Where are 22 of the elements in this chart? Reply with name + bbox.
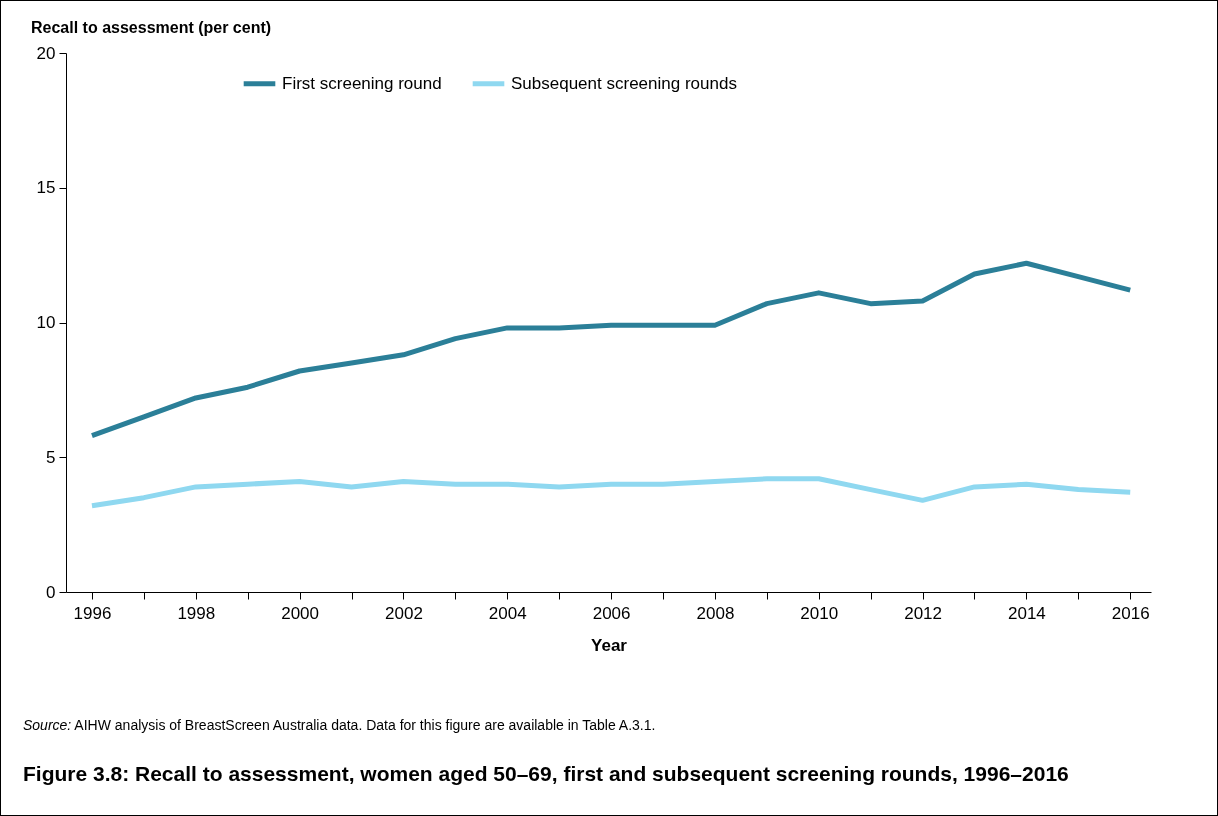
x-tick-label: 2012 <box>904 603 942 623</box>
x-tick-label: 1996 <box>73 603 112 623</box>
y-tick-label: 10 <box>36 313 56 332</box>
y-tick-label: 0 <box>46 582 56 602</box>
x-tick-label: 2016 <box>1111 603 1150 623</box>
y-tick-label: 20 <box>36 43 56 63</box>
source-note: Source: AIHW analysis of BreastScreen Australia data. Data for this figure are available in Table A.3.1. <box>23 717 656 733</box>
y-tick-label: 5 <box>46 447 56 467</box>
y-tick-label: 15 <box>36 178 56 198</box>
x-tick-label: 2000 <box>281 603 320 623</box>
x-tick-label: 2010 <box>800 603 839 623</box>
x-tick-label: 2006 <box>592 603 631 623</box>
x-tick-label: 1998 <box>177 603 216 623</box>
y-axis-title: Recall to assessment (per cent) <box>31 19 272 36</box>
x-tick-label: 2008 <box>696 603 735 623</box>
legend-label: Subsequent screening rounds <box>511 73 737 93</box>
x-axis-title: Year <box>591 635 628 655</box>
legend-label: First screening round <box>282 73 442 93</box>
x-tick-label: 2002 <box>385 603 423 623</box>
x-tick-label: 2014 <box>1007 603 1046 623</box>
x-tick-label: 2004 <box>488 603 527 623</box>
text: Figure 3.8: Recall to assessment, women aged 50–69, first and subsequent screening rounds, 1996–2016 <box>23 761 1070 787</box>
